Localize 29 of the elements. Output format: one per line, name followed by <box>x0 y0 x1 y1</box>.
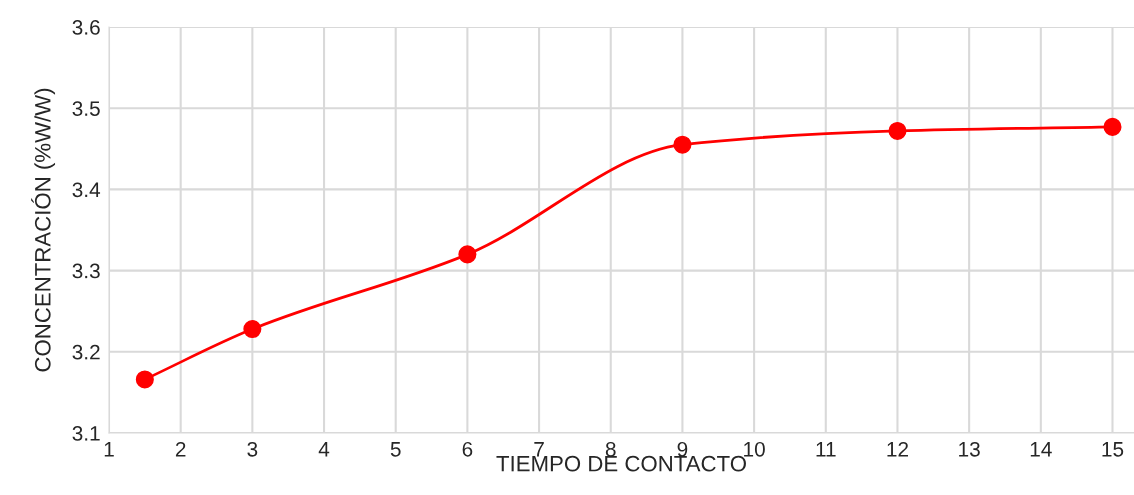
x-tick-label: 14 <box>1030 442 1052 457</box>
x-axis-title: TIEMPO DE CONTACTO <box>496 455 746 472</box>
y-tick-label: 3.4 <box>72 182 101 198</box>
y-tick-label: 3.6 <box>72 20 100 35</box>
x-tick-label: 13 <box>959 441 980 457</box>
x-tick-label: 4 <box>318 442 330 457</box>
point <box>673 135 692 154</box>
y-tick-label: 3.5 <box>72 101 100 116</box>
y-tick-label: 3.3 <box>72 263 100 279</box>
x-tick-label: 10 <box>744 441 765 457</box>
x-tick-label: 7 <box>534 442 544 457</box>
point <box>135 370 154 389</box>
x-tick-label: 15 <box>1102 442 1124 457</box>
x-tick-label: 11 <box>816 442 836 457</box>
x-tick-label: 5 <box>390 442 401 457</box>
y-axis-title: CONCENTRACIÓN (%W/W) <box>31 88 56 372</box>
y-tick-label: 3.2 <box>72 344 100 360</box>
x-tick-label: 8 <box>605 441 616 457</box>
x-tick-label: 1 <box>104 442 114 457</box>
x-tick-label: 9 <box>677 441 688 457</box>
x-tick-label: 12 <box>887 441 908 457</box>
x-tick-label: 6 <box>462 441 473 457</box>
point <box>243 320 262 339</box>
x-tick-label: 3 <box>247 441 258 457</box>
x-tick-label: 2 <box>175 441 186 457</box>
y-tick-label: 3.1 <box>72 426 100 441</box>
point <box>888 121 907 140</box>
point <box>1103 117 1122 136</box>
point <box>458 245 477 264</box>
